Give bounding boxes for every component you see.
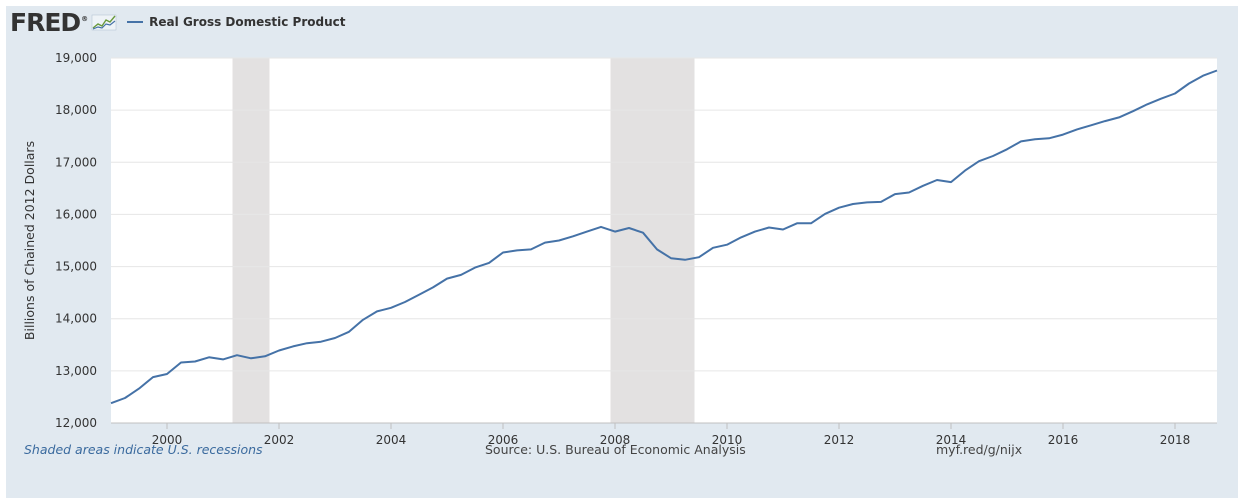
chart-legend: Real Gross Domestic Product: [127, 15, 345, 29]
series-line: [110, 69, 1218, 405]
y-tick-label: 12,000: [55, 416, 97, 430]
x-tick-label: 2004: [376, 433, 407, 447]
x-tick-label: 2008: [600, 433, 631, 447]
y-axis-label: Billions of Chained 2012 Dollars: [22, 141, 37, 340]
legend-swatch: [127, 21, 144, 23]
recession-band: [610, 58, 695, 423]
x-tick-label: 2012: [824, 433, 855, 447]
y-tick-label: 19,000: [55, 51, 97, 65]
fred-logo[interactable]: FRED®: [10, 7, 88, 37]
legend-label: Real Gross Domestic Product: [149, 15, 346, 29]
x-tick-label: 2002: [264, 433, 295, 447]
chart-header: FRED® Real Gross Domestic Product: [10, 7, 345, 37]
recession-note: Shaded areas indicate U.S. recessions: [24, 442, 263, 457]
source-note: Source: U.S. Bureau of Economic Analysis: [485, 442, 746, 457]
x-tick-label: 2006: [488, 433, 519, 447]
recession-band: [232, 58, 270, 423]
y-tick-label: 14,000: [55, 312, 97, 326]
y-tick-label: 18,000: [55, 103, 97, 117]
y-tick-label: 17,000: [55, 155, 97, 169]
x-tick-label: 2014: [936, 433, 967, 447]
y-tick-label: 13,000: [55, 364, 97, 378]
x-tick-label: 2018: [1160, 433, 1191, 447]
x-tick-label: 2000: [152, 433, 183, 447]
y-tick-label: 16,000: [55, 207, 97, 221]
fred-sparkline-icon: [91, 14, 117, 31]
y-tick-label: 15,000: [55, 260, 97, 274]
x-tick-label: 2016: [1048, 433, 1079, 447]
short-link[interactable]: myf.red/g/nijx: [936, 442, 1023, 457]
x-tick-label: 2010: [712, 433, 743, 447]
